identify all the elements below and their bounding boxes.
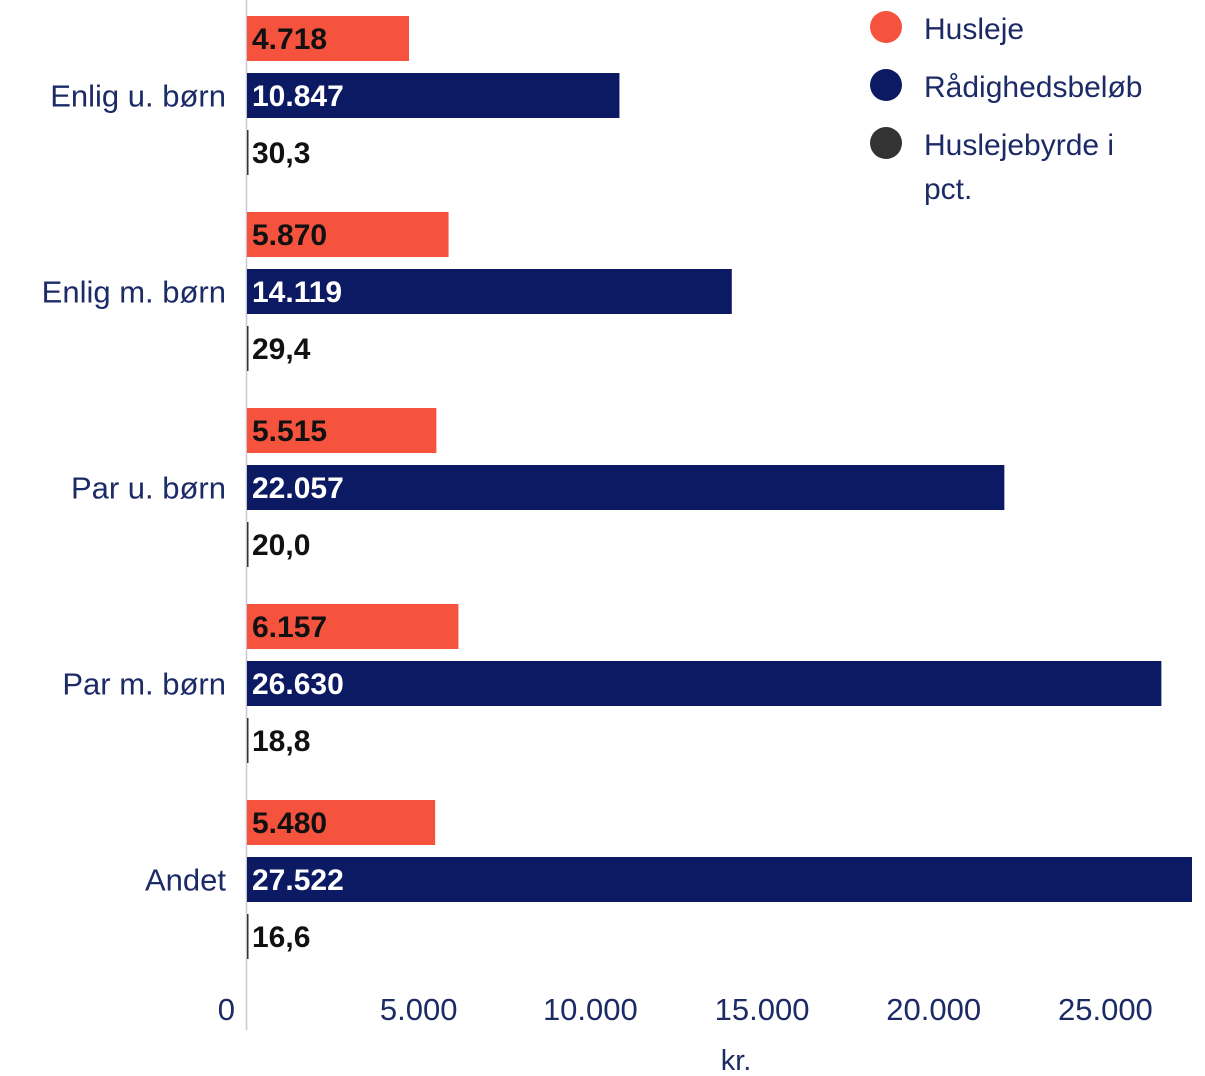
data-label: 5.515 <box>252 415 327 448</box>
legend-swatch <box>870 11 902 43</box>
bars <box>247 16 1192 959</box>
data-label: 22.057 <box>252 472 344 505</box>
bar-husleje <box>247 408 437 453</box>
category-axis: Enlig u. børn Enlig m. børn Par u. børn Par… <box>42 79 227 898</box>
bar-huslejebyrde <box>247 326 249 371</box>
bar-huslejebyrde <box>247 914 249 959</box>
x-tick-label: 10.000 <box>543 992 638 1027</box>
x-axis: 0 5.000 10.000 15.000 20.000 25.000 kr. <box>218 0 1153 1076</box>
data-label: 30,3 <box>252 137 310 170</box>
data-label: 27.522 <box>252 864 344 897</box>
bar-husleje <box>247 16 409 61</box>
legend-label: Husleje <box>924 13 1025 46</box>
bar-husleje <box>247 800 436 845</box>
legend-label: Rådighedsbeløb <box>924 71 1143 104</box>
legend-swatch <box>870 69 902 101</box>
data-label: 18,8 <box>252 725 310 758</box>
bar-rådighedsbeløb <box>247 465 1005 510</box>
bar-rådighedsbeløb <box>247 73 620 118</box>
legend-swatch <box>870 127 902 159</box>
data-label: 4.718 <box>252 23 327 56</box>
data-label: 16,6 <box>252 921 310 954</box>
data-label: 20,0 <box>252 529 310 562</box>
data-label: 29,4 <box>252 333 311 366</box>
data-label: 5.480 <box>252 807 327 840</box>
data-label: 5.870 <box>252 219 327 252</box>
bar-rådighedsbeløb <box>247 269 732 314</box>
category-label: Par u. børn <box>71 471 226 506</box>
bar-huslejebyrde <box>247 718 249 763</box>
x-axis-title: kr. <box>721 1045 752 1076</box>
category-label: Par m. børn <box>62 667 226 702</box>
x-tick-label: 20.000 <box>886 992 981 1027</box>
legend-label: Huslejebyrde i pct. <box>924 129 1115 206</box>
category-label: Enlig u. børn <box>50 79 226 114</box>
data-label: 26.630 <box>252 668 344 701</box>
legend-item[interactable]: Husleje <box>870 8 1190 52</box>
x-tick-label: 15.000 <box>715 992 810 1027</box>
bar-huslejebyrde <box>247 130 249 175</box>
legend-item[interactable]: Huslejebyrde i pct. <box>870 124 1190 212</box>
bar-rådighedsbeløb <box>247 857 1192 902</box>
bar-rådighedsbeløb <box>247 661 1162 706</box>
data-label: 6.157 <box>252 611 327 644</box>
category-label: Enlig m. børn <box>42 275 226 310</box>
data-labels: 4.718 10.847 30,3 5.870 14.119 29,4 5.515 22.05… <box>252 23 344 954</box>
category-label: Andet <box>145 863 226 898</box>
data-label: 14.119 <box>252 276 342 309</box>
x-tick-label: 0 <box>218 992 235 1027</box>
bar-husleje <box>247 212 449 257</box>
bar-husleje <box>247 604 459 649</box>
legend: Husleje Rådighedsbeløb Huslejebyrde i pct. <box>870 8 1190 226</box>
data-label: 10.847 <box>252 80 344 113</box>
legend-item[interactable]: Rådighedsbeløb <box>870 66 1190 110</box>
x-tick-label: 5.000 <box>380 992 458 1027</box>
bar-huslejebyrde <box>247 522 249 567</box>
x-tick-label: 25.000 <box>1058 992 1153 1027</box>
